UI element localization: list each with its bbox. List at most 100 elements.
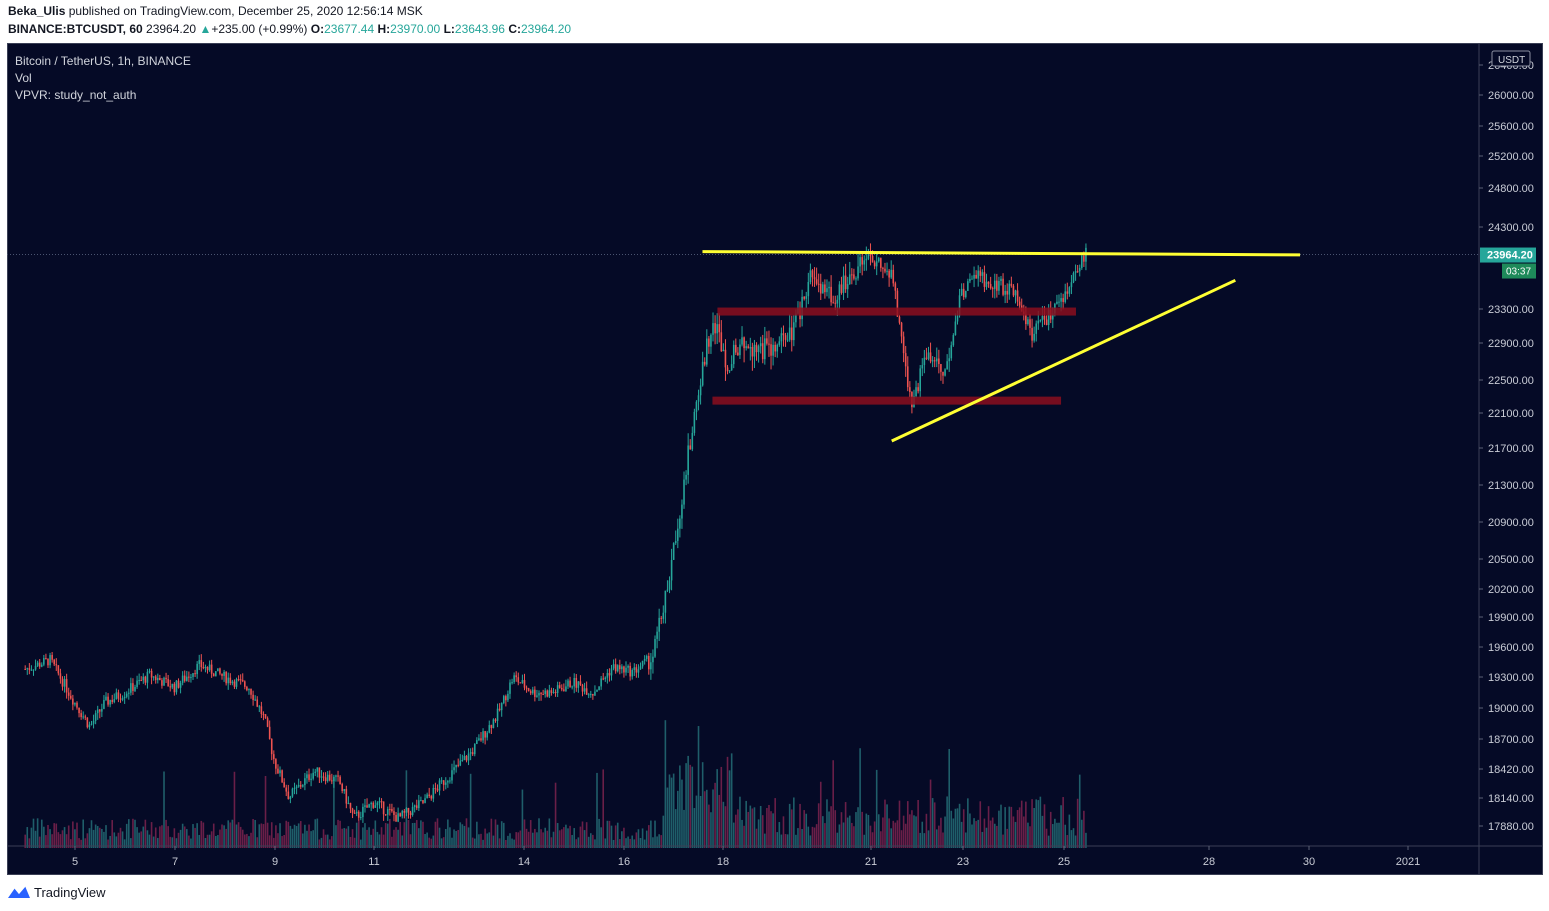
y-tick-label: 25600.00 <box>1488 121 1534 133</box>
candle-body <box>519 682 522 684</box>
volume-bar <box>442 837 445 848</box>
candle-body <box>778 341 781 345</box>
candle-body <box>132 683 134 691</box>
volume-bar <box>353 837 356 848</box>
volume-bar <box>637 829 640 848</box>
candle-body <box>391 809 393 812</box>
volume-bar <box>183 826 186 848</box>
volume-bar <box>716 769 718 848</box>
volume-bar <box>289 825 292 848</box>
candle-body <box>200 660 203 668</box>
volume-bar <box>913 815 915 848</box>
candle-body <box>962 288 965 298</box>
volume-bar <box>219 829 221 848</box>
volume-bar <box>328 839 331 848</box>
x-tick-label: 11 <box>368 856 379 868</box>
candle-body <box>88 724 91 728</box>
candle-body <box>1060 298 1062 302</box>
candle-body <box>515 675 518 678</box>
candle-body <box>560 687 563 690</box>
volume-bar <box>440 838 443 848</box>
author-name[interactable]: Beka_Ulis <box>8 4 66 18</box>
volume-bar <box>755 828 758 848</box>
volume-bar <box>515 832 518 848</box>
volume-bar <box>78 838 80 848</box>
volume-bar <box>212 823 215 848</box>
candle-body <box>117 692 120 699</box>
candle-body <box>542 694 544 696</box>
candle-body <box>119 698 122 700</box>
volume-bar <box>310 831 312 848</box>
candle-body <box>614 664 617 672</box>
volume-bar <box>409 834 412 848</box>
volume-bar <box>285 820 288 848</box>
candle-body <box>567 680 569 687</box>
volume-bar <box>117 832 120 848</box>
candle-body <box>428 794 430 797</box>
legend-vpvr[interactable]: VPVR: study_not_auth <box>15 88 137 102</box>
price-chart[interactable]: 26400.0026000.0025600.0025200.0024800.00… <box>7 43 1543 875</box>
volume-bar <box>509 833 511 848</box>
volume-bar <box>254 819 256 848</box>
candle-body <box>84 716 87 718</box>
candle-body <box>293 787 296 789</box>
volume-bar <box>235 824 238 848</box>
volume-bar <box>612 839 615 848</box>
volume-bar <box>898 800 901 848</box>
x-tick-label: 7 <box>172 856 178 868</box>
candle-body <box>766 338 768 344</box>
candle-body <box>1074 271 1077 274</box>
candle-body <box>923 357 926 366</box>
candle-body <box>587 694 590 696</box>
volume-bar <box>933 802 936 848</box>
candle-body <box>424 798 426 803</box>
volume-bar <box>1078 774 1081 848</box>
candle-body <box>188 676 190 678</box>
candle-body <box>65 679 68 693</box>
candle-body <box>24 669 26 670</box>
volume-bar <box>919 832 921 848</box>
volume-bar <box>1076 798 1079 848</box>
candle-body <box>991 288 994 290</box>
legend-vol[interactable]: Vol <box>15 71 32 85</box>
volume-bar <box>360 839 362 848</box>
volume-bar <box>647 825 650 848</box>
candle-body <box>894 283 897 291</box>
candle-body <box>291 788 294 797</box>
volume-bars <box>24 720 1087 848</box>
candle-body <box>811 270 814 278</box>
candle-body <box>372 802 375 808</box>
volume-bar <box>436 818 439 848</box>
candle-body <box>846 284 849 290</box>
volume-bar <box>546 830 549 848</box>
candle-body <box>695 401 698 412</box>
volume-bar <box>793 797 795 848</box>
legend-title[interactable]: Bitcoin / TetherUS, 1h, BINANCE <box>15 54 191 68</box>
volume-bar <box>538 818 540 848</box>
candle-body <box>563 689 565 691</box>
candle-body <box>389 809 391 811</box>
volume-bar <box>714 782 716 848</box>
volume-bar <box>598 818 600 848</box>
candle-body <box>386 809 389 815</box>
candle-body <box>629 665 631 677</box>
candle-body <box>509 682 511 694</box>
volume-bar <box>523 819 526 848</box>
volume-bar <box>726 756 729 848</box>
candle-body <box>546 690 549 697</box>
candle-body <box>492 719 495 729</box>
candle-body <box>681 504 683 519</box>
volume-bar <box>929 779 932 848</box>
candle-body <box>900 322 903 337</box>
candle-body <box>467 753 470 761</box>
volume-bar <box>681 779 683 848</box>
candle-body <box>1033 333 1035 341</box>
volume-bar <box>90 820 93 848</box>
volume-bar <box>299 821 302 848</box>
countdown-tag <box>1502 263 1536 279</box>
volume-bar <box>915 816 917 848</box>
open-label: O: <box>310 22 325 36</box>
candle-body <box>101 708 103 712</box>
candle-body <box>72 698 74 705</box>
tradingview-brand[interactable]: TradingView <box>34 885 106 900</box>
